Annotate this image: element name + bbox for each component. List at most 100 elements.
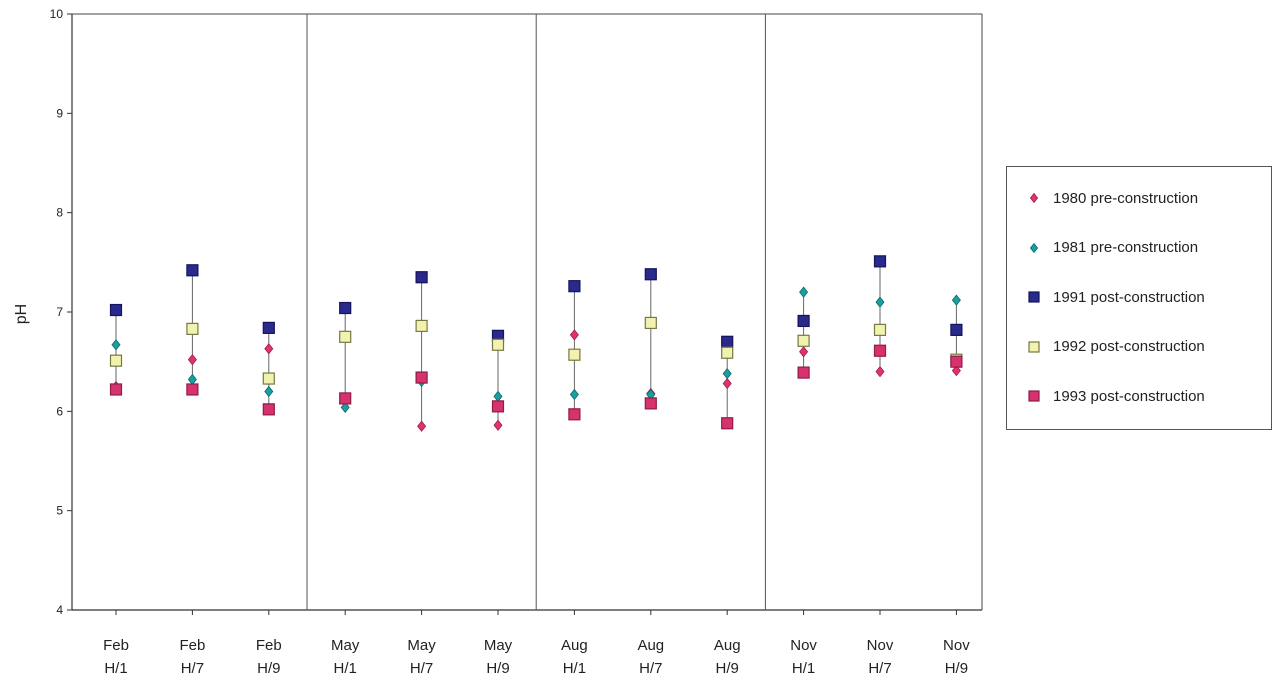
series-4-point: [568, 348, 581, 361]
legend: 1980 pre-construction 1981 pre-constructi…: [1006, 166, 1272, 430]
legend-item-2: 1981 pre-construction: [1025, 236, 1198, 260]
legend-swatch: [1028, 291, 1040, 303]
series-5-point: [950, 355, 963, 368]
series-2-point: [569, 388, 579, 401]
series-2-point: [187, 373, 197, 386]
x-tick-label-site: H/1: [792, 660, 815, 677]
series-3-point: [568, 280, 581, 293]
x-tick-label-site: H/9: [716, 660, 739, 677]
legend-item-3: 1991 post-construction: [1025, 285, 1205, 309]
series-5-point: [415, 371, 428, 384]
series-2-point: [111, 339, 121, 351]
series-5-point: [339, 392, 352, 405]
series-2-point: [951, 294, 961, 306]
square-marker-icon: [1028, 340, 1040, 353]
legend-swatch: [1029, 242, 1039, 253]
series-5-point: [262, 403, 275, 416]
series-3-point: [186, 264, 199, 277]
x-tick-label-site: H/1: [563, 660, 586, 677]
series-3-point: [644, 268, 657, 281]
series-4-point: [873, 323, 887, 336]
legend-item-5: 1993 post-construction: [1025, 384, 1205, 408]
series-5-point: [109, 383, 123, 396]
x-tick-label-month: Nov: [790, 637, 817, 654]
x-tick-label-site: H/9: [945, 660, 968, 677]
x-tick-label-site: H/7: [410, 660, 433, 677]
legend-label: 1993 post-construction: [1053, 387, 1205, 405]
square-marker-icon: [1028, 390, 1040, 402]
series-4-point: [339, 330, 352, 343]
series-1-point: [569, 329, 579, 341]
series-5-point: [721, 417, 734, 430]
series-1-point: [799, 346, 809, 358]
series-5-point: [491, 400, 505, 413]
series-5-point: [797, 366, 810, 379]
series-4-point: [109, 354, 123, 367]
series-4-point: [186, 322, 199, 335]
legend-swatch: [1029, 192, 1039, 204]
diamond-marker-icon: [1029, 242, 1039, 253]
x-tick-label-site: H/9: [486, 660, 509, 677]
series-1-point: [493, 419, 503, 431]
square-marker-icon: [1028, 291, 1040, 303]
x-tick-label-month: May: [407, 637, 436, 654]
series-4-point: [415, 319, 428, 333]
x-tick-label-month: Aug: [637, 637, 664, 654]
series-5-point: [186, 383, 199, 396]
series-2-point: [340, 401, 350, 414]
series-5-point: [644, 397, 657, 410]
y-tick-label: 10: [50, 7, 64, 21]
x-tick-label-month: Feb: [179, 637, 205, 654]
series-2-point: [493, 390, 503, 403]
x-tick-label-site: H/9: [257, 660, 280, 677]
series-3-point: [339, 301, 352, 315]
x-tick-label-site: H/7: [639, 660, 662, 677]
series-1-point: [951, 364, 961, 377]
y-axis-label: pH: [13, 304, 30, 324]
x-tick-label-site: H/7: [868, 660, 891, 677]
series-1-point: [417, 420, 427, 432]
y-tick-label: 5: [56, 504, 63, 518]
series-3-point: [950, 323, 963, 336]
series-4-point: [721, 346, 734, 359]
series-1-point: [875, 365, 885, 378]
series-3-point: [109, 303, 123, 317]
legend-label: 1992 post-construction: [1053, 338, 1205, 355]
legend-swatch: [1028, 390, 1040, 402]
x-tick-label-site: H/1: [104, 660, 127, 677]
diamond-marker-icon: [1029, 192, 1039, 204]
legend-label: 1981 pre-construction: [1053, 239, 1199, 256]
legend-item-1: 1980 pre-construction: [1025, 186, 1198, 210]
x-tick-label-month: Nov: [867, 637, 894, 654]
series-4-point: [644, 316, 657, 330]
series-1-point: [722, 377, 732, 390]
series-4-point: [262, 372, 275, 385]
x-tick-label-site: H/7: [181, 660, 204, 677]
series-5-point: [568, 408, 581, 421]
series-3-point: [797, 314, 810, 328]
series-2-point: [264, 385, 274, 398]
series-3-point: [721, 335, 734, 348]
legend-label: 1980 pre-construction: [1053, 189, 1199, 207]
series-4-point: [491, 338, 505, 351]
x-tick-label-month: May: [484, 637, 513, 654]
series-5-point: [873, 344, 887, 357]
x-tick-label-month: Feb: [103, 637, 129, 654]
y-tick-label: 6: [56, 404, 63, 418]
legend-item-4: 1992 post-construction: [1025, 335, 1205, 359]
x-tick-label-month: Feb: [256, 637, 282, 654]
x-tick-label-month: Aug: [714, 637, 741, 654]
series-3-point: [873, 255, 887, 268]
series-1-point: [187, 354, 197, 366]
legend-swatch: [1028, 340, 1040, 353]
x-tick-label-site: H/1: [334, 660, 357, 677]
x-tick-label-month: Aug: [561, 637, 588, 654]
y-tick-label: 7: [56, 305, 63, 319]
x-tick-label-month: May: [331, 637, 360, 654]
x-tick-label-month: Nov: [943, 637, 970, 654]
series-2-point: [722, 367, 732, 380]
y-tick-label: 4: [56, 603, 63, 617]
series-3-point: [262, 321, 275, 334]
